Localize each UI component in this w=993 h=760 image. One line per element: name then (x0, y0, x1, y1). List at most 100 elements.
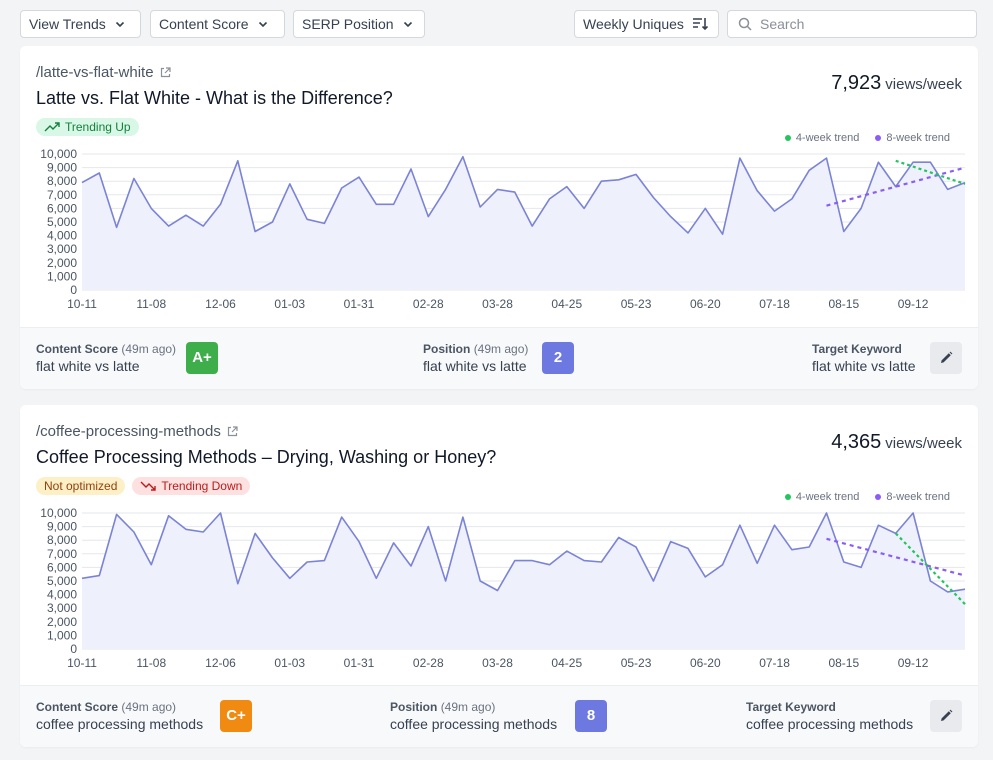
page-url-link[interactable]: /latte-vs-flat-white (36, 64, 171, 81)
views-chart: 0 1,000 2,000 3,000 4,000 5,000 6,000 7,000 8,00… (20, 141, 978, 316)
content-score-block: Content Score (49m ago) flat white vs la… (36, 342, 176, 374)
page-title: Coffee Processing Methods – Drying, Wash… (36, 447, 497, 467)
position-label: Position (49m ago) (390, 700, 557, 714)
x-tick-label: 06-20 (690, 297, 721, 311)
series-line (81, 512, 966, 593)
trending-down-icon (140, 481, 157, 491)
y-tick-label: 6,000 (47, 560, 77, 574)
chevron-down-icon (403, 21, 412, 28)
page-card: /coffee-processing-methods Coffee Proces… (20, 405, 978, 747)
view-trends-dropdown[interactable]: View Trends (20, 10, 141, 38)
y-tick-label: 10,000 (40, 506, 77, 520)
edit-keyword-button[interactable] (930, 342, 962, 374)
series-line (81, 155, 966, 235)
sort-label: Weekly Uniques (583, 16, 684, 32)
external-link-icon[interactable] (227, 426, 238, 437)
views-unit: views/week (885, 76, 962, 93)
legend-dot (875, 135, 882, 141)
content-score-keyword: flat white vs latte (36, 358, 140, 374)
target-keyword-label: Target Keyword (746, 700, 836, 714)
y-tick-label: 8,000 (47, 174, 77, 188)
x-tick-label: 03-28 (482, 297, 513, 311)
page-card: /latte-vs-flat-white Latte vs. Flat Whit… (20, 46, 978, 389)
position-keyword: coffee processing methods (390, 716, 558, 732)
series-area (82, 513, 965, 649)
y-tick-label: 5,000 (47, 574, 77, 588)
position-badge[interactable]: 8 (575, 700, 607, 732)
content-grade-badge[interactable]: C+ (220, 700, 252, 732)
content-score-label: Content Score (49m ago) (36, 342, 176, 356)
y-tick-label: 1,000 (47, 269, 77, 283)
content-score-dropdown[interactable]: Content Score (150, 10, 285, 38)
x-tick-label: 02-28 (413, 297, 444, 311)
page-url: /coffee-processing-methods (36, 423, 221, 440)
x-tick-label: 08-15 (828, 656, 859, 670)
status-badges: Trending Up (36, 118, 139, 136)
y-tick-label: 4,000 (47, 229, 77, 243)
y-tick-label: 9,000 (47, 520, 77, 534)
serp-position-label: SERP Position (302, 16, 394, 32)
position-badge[interactable]: 2 (542, 342, 574, 374)
x-tick-label: 09-12 (898, 297, 929, 311)
x-tick-label: 01-31 (344, 656, 375, 670)
serp-position-dropdown[interactable]: SERP Position (293, 10, 425, 38)
y-tick-label: 4,000 (47, 588, 77, 602)
views-unit: views/week (885, 435, 962, 452)
view-trends-label: View Trends (29, 16, 106, 32)
badge-label: Not optimized (44, 479, 118, 493)
position-block: Position (49m ago) flat white vs latte (423, 342, 528, 374)
x-tick-label: 09-12 (898, 656, 929, 670)
y-tick-label: 6,000 (47, 201, 77, 215)
search-input[interactable] (760, 16, 960, 32)
position-keyword: flat white vs latte (423, 358, 527, 374)
page-url-link[interactable]: /coffee-processing-methods (36, 423, 238, 440)
y-tick-label: 1,000 (47, 628, 77, 642)
content-score-block: Content Score (49m ago) coffee processin… (36, 700, 203, 732)
views-chart: 0 1,000 2,000 3,000 4,000 5,000 6,000 7,000 8,00… (20, 500, 978, 675)
ago-text: (49m ago) (473, 342, 529, 356)
x-tick-label: 07-18 (759, 656, 790, 670)
ago-text: (49m ago) (440, 700, 496, 714)
x-tick-label: 11-08 (136, 297, 166, 311)
badge-label: Trending Up (65, 120, 131, 134)
y-tick-label: 7,000 (47, 188, 77, 202)
sort-descending-icon (692, 18, 708, 31)
content-grade-badge[interactable]: A+ (186, 342, 218, 374)
x-tick-label: 12-06 (205, 656, 236, 670)
search-icon (738, 17, 752, 31)
sort-weekly-uniques-button[interactable]: Weekly Uniques (574, 10, 719, 38)
position-label: Position (49m ago) (423, 342, 528, 356)
badge-label: Trending Down (161, 479, 243, 493)
legend-label: 8-week trend (886, 491, 950, 503)
chart-legend: 4-week trend 8-week trend (784, 132, 950, 144)
toolbar: View Trends Content Score SERP Position … (20, 10, 977, 38)
chart-legend: 4-week trend 8-week trend (784, 491, 950, 503)
views-chart-svg: 01,0002,0003,0004,0005,0006,0007,0008,00… (40, 147, 966, 311)
x-tick-label: 06-20 (690, 656, 721, 670)
y-tick-label: 9,000 (47, 161, 77, 175)
y-tick-label: 3,000 (47, 601, 77, 615)
x-tick-label: 04-25 (551, 656, 582, 670)
x-tick-label: 01-31 (344, 297, 375, 311)
pencil-icon (941, 351, 953, 363)
edit-keyword-button[interactable] (930, 700, 962, 732)
y-tick-label: 0 (70, 283, 77, 297)
legend-label: 4-week trend (795, 132, 860, 144)
trending-up-icon (44, 122, 60, 132)
target-keyword-value: flat white vs latte (812, 358, 916, 374)
target-keyword-value: coffee processing methods (746, 716, 914, 732)
y-tick-label: 3,000 (47, 242, 77, 256)
search-box[interactable] (727, 10, 977, 38)
trend-4week-line (895, 159, 966, 185)
views-chart-svg: 01,0002,0003,0004,0005,0006,0007,0008,00… (40, 506, 966, 670)
y-tick-label: 2,000 (47, 256, 77, 270)
ago-text: (49m ago) (121, 700, 177, 714)
pencil-icon (941, 709, 953, 721)
external-link-icon[interactable] (160, 67, 171, 78)
y-tick-label: 2,000 (47, 615, 77, 629)
status-badges: Not optimized Trending Down (36, 477, 251, 495)
x-tick-label: 03-28 (482, 656, 513, 670)
x-tick-label: 01-03 (274, 297, 305, 311)
y-tick-label: 8,000 (47, 533, 77, 547)
x-tick-label: 05-23 (621, 656, 652, 670)
